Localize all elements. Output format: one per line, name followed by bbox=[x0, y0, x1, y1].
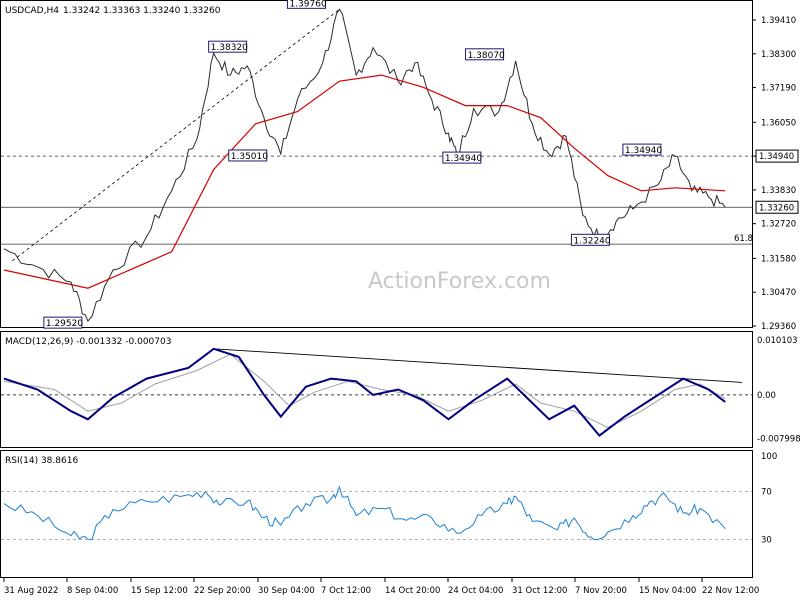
macd-y-tick-label: -0.007998 bbox=[757, 434, 800, 444]
y-tick-label: 1.31580 bbox=[761, 254, 796, 264]
price-marker-box bbox=[755, 149, 799, 163]
x-tick-label: 24 Oct 04:00 bbox=[448, 586, 503, 596]
y-tick-label: 1.30470 bbox=[761, 288, 796, 298]
y-tick-label: 1.29360 bbox=[761, 322, 796, 332]
y-tick-label: 1.38300 bbox=[761, 50, 796, 60]
x-tick-label: 30 Sep 04:00 bbox=[258, 586, 315, 596]
watermark: ActionForex.com bbox=[368, 269, 551, 294]
fib-label: 61.8 bbox=[734, 234, 753, 244]
x-tick-label: 8 Sep 04:00 bbox=[67, 586, 118, 596]
price-panel-frame bbox=[0, 0, 753, 328]
annotation-label: 1.38070 bbox=[468, 51, 505, 61]
annotation-box bbox=[286, 0, 326, 9]
rsi-layer: RSI(14) 38.8616 bbox=[1, 456, 752, 541]
x-tick-label: 7 Nov 20:00 bbox=[575, 586, 627, 596]
x-tick-label: 15 Nov 04:00 bbox=[639, 586, 696, 596]
price-marker-label: 1.33260 bbox=[759, 203, 794, 213]
x-tick-label: 31 Aug 2022 bbox=[4, 586, 58, 596]
x-tick-label: 22 Sep 20:00 bbox=[194, 586, 251, 596]
x-tick-label: 31 Oct 12:00 bbox=[512, 586, 567, 596]
rsi-y-tick-label: 30 bbox=[761, 535, 772, 545]
chart-title-symbol: USDCAD,H4 bbox=[5, 6, 59, 16]
x-tick-label: 22 Nov 12:00 bbox=[702, 586, 759, 596]
x-tick-label: 7 Oct 12:00 bbox=[321, 586, 371, 596]
price-marker-box bbox=[755, 200, 799, 214]
moving-average-line bbox=[3, 74, 726, 289]
rsi-panel-frame bbox=[0, 450, 753, 578]
price-layer: 1.39760 1.38320 1.35010 1.29520 1.38070 1.349… bbox=[1, 0, 752, 329]
rising-trendline bbox=[12, 9, 340, 262]
rsi-title: RSI(14) 38.8616 bbox=[5, 456, 78, 466]
price-marker-label: 1.34940 bbox=[759, 152, 794, 162]
rsi-y-tick-label: 100 bbox=[761, 452, 777, 462]
annotation-label: 1.39760 bbox=[289, 0, 326, 9]
axis-layer: 1.39410 1.38300 1.37190 1.36050 1.34940 1.338… bbox=[3, 16, 800, 596]
annotation-box bbox=[43, 316, 83, 329]
chart-title-ohlc: 1.33242 1.33363 1.33240 1.33260 bbox=[63, 6, 221, 16]
rsi-line bbox=[3, 485, 726, 541]
x-tick-label: 15 Sep 12:00 bbox=[131, 586, 188, 596]
annotation-box bbox=[228, 149, 268, 162]
y-tick-label: 1.37190 bbox=[761, 84, 796, 94]
y-tick-label: 1.39410 bbox=[761, 16, 796, 26]
y-tick-label: 1.33830 bbox=[761, 186, 796, 196]
macd-trendline bbox=[213, 348, 743, 383]
macd-title: MACD(12,26,9) -0.001332 -0.000703 bbox=[5, 337, 171, 347]
y-tick-label: 1.36050 bbox=[761, 118, 796, 128]
y-tick-label: 1.32720 bbox=[761, 220, 796, 230]
annotation-label: 1.34940 bbox=[445, 154, 482, 164]
rsi-y-tick-label: 70 bbox=[761, 488, 772, 498]
annotation-label: 1.32240 bbox=[573, 236, 610, 246]
price-series-line bbox=[3, 8, 726, 323]
annotation-box bbox=[622, 143, 662, 156]
annotation-label: 1.34940 bbox=[625, 146, 662, 156]
annotation-box bbox=[570, 233, 610, 246]
annotation-label: 1.35010 bbox=[231, 152, 268, 162]
annotation-box bbox=[442, 151, 482, 164]
macd-line bbox=[3, 347, 726, 437]
macd-layer: MACD(12,26,9) -0.001332 -0.000703 bbox=[1, 337, 752, 437]
annotation-box bbox=[465, 48, 505, 61]
macd-y-tick-label: 0.010103 bbox=[757, 336, 798, 346]
annotation-box bbox=[208, 40, 248, 53]
annotation-label: 1.38320 bbox=[211, 43, 248, 53]
macd-y-tick-label: 0.00 bbox=[757, 391, 776, 401]
x-tick-label: 14 Oct 20:00 bbox=[385, 586, 440, 596]
annotation-label: 1.29520 bbox=[46, 319, 83, 329]
macd-panel-frame bbox=[0, 331, 753, 448]
